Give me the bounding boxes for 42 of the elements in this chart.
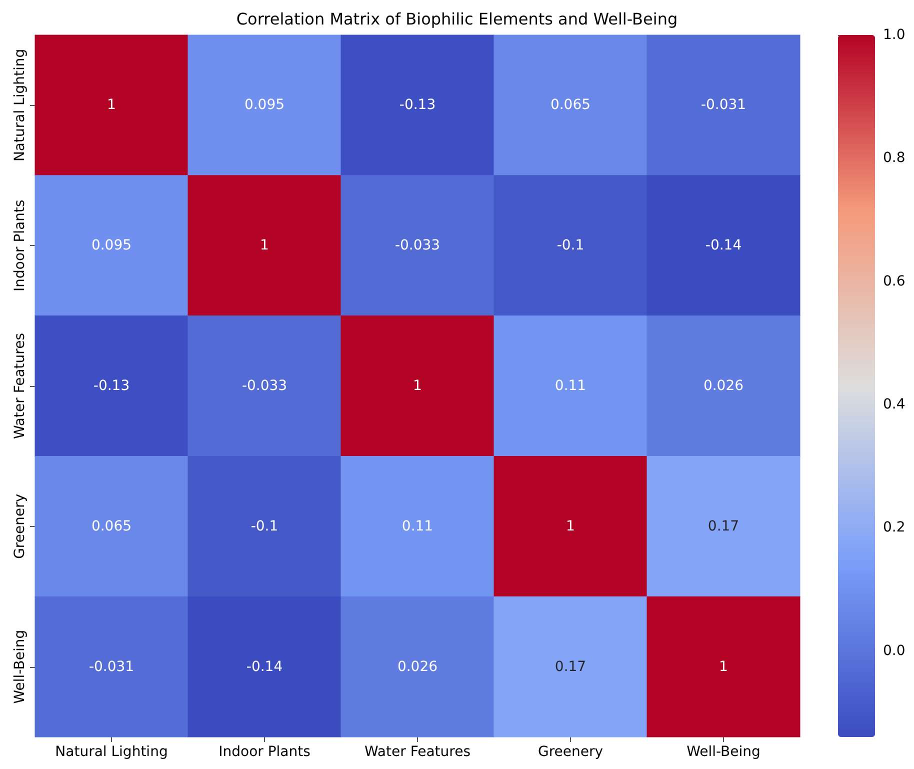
data-label: 0.17 bbox=[708, 518, 740, 534]
y-tick-label: Well-Being bbox=[12, 630, 28, 704]
color-bar-label: 0.0 bbox=[883, 642, 906, 659]
data-label: -0.031 bbox=[88, 658, 134, 675]
y-tick-label: Indoor Plants bbox=[12, 200, 28, 292]
x-tick-label: Indoor Plants bbox=[218, 744, 310, 760]
x-tick-label: Well-Being bbox=[686, 744, 760, 760]
color-bar-label: 0.4 bbox=[883, 396, 906, 412]
data-label: 1 bbox=[413, 378, 422, 394]
data-label: 0.11 bbox=[402, 518, 434, 534]
data-label: 0.065 bbox=[91, 518, 132, 534]
data-label: 0.065 bbox=[550, 97, 591, 114]
data-label: -0.13 bbox=[399, 97, 436, 114]
y-tick-label: Greenery bbox=[12, 494, 28, 559]
x-tick-label: Greenery bbox=[538, 744, 604, 760]
data-label: 1 bbox=[719, 658, 728, 675]
color-bar-label: 0.6 bbox=[883, 273, 906, 290]
data-label: -0.14 bbox=[705, 238, 742, 254]
x-tick-label: Water Features bbox=[364, 744, 471, 760]
color-bar-label: 0.8 bbox=[883, 150, 906, 166]
data-label: 0.026 bbox=[703, 378, 744, 394]
data-label: 1 bbox=[566, 518, 575, 534]
data-label: 1 bbox=[107, 97, 116, 114]
y-tick-label: Water Features bbox=[12, 332, 28, 440]
y-tick-label: Natural Lighting bbox=[12, 48, 28, 162]
color-bar-label: 1.0 bbox=[883, 27, 906, 43]
chart-title: Correlation Matrix of Biophilic Elements and Well-Being bbox=[236, 10, 678, 28]
x-tick-label: Natural Lighting bbox=[55, 744, 168, 760]
data-label: 0.17 bbox=[554, 658, 586, 675]
data-label: 0.095 bbox=[244, 97, 285, 114]
data-label: 0.11 bbox=[554, 378, 586, 394]
data-label: -0.13 bbox=[93, 378, 130, 394]
data-label: -0.033 bbox=[394, 238, 440, 254]
data-label: 0.026 bbox=[397, 658, 438, 675]
data-label: 0.095 bbox=[91, 238, 132, 254]
data-label: -0.033 bbox=[242, 378, 288, 394]
data-label: 1 bbox=[260, 238, 269, 254]
data-label: -0.1 bbox=[250, 518, 278, 534]
data-label: -0.1 bbox=[556, 238, 584, 254]
color-bar-label: 0.2 bbox=[883, 520, 906, 536]
data-label: -0.14 bbox=[246, 658, 283, 675]
data-label: -0.031 bbox=[700, 97, 746, 114]
